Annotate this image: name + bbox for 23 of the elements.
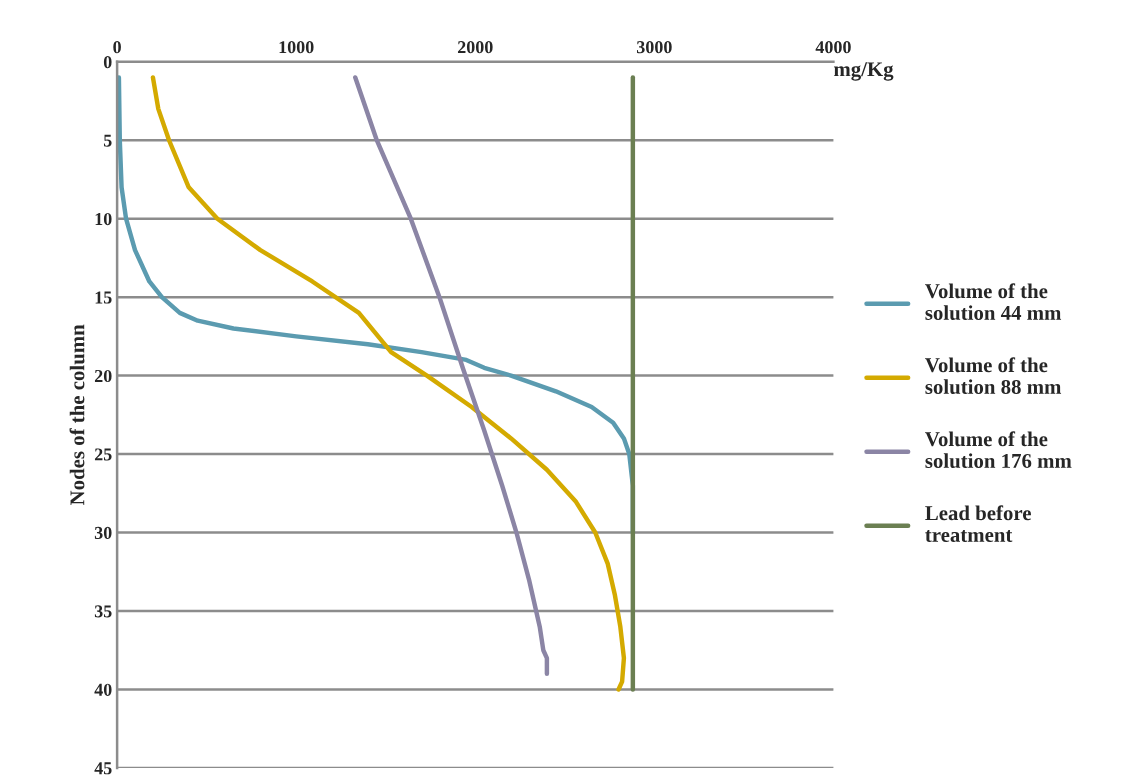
x-tick-label: 3000	[636, 41, 672, 54]
y-tick-label: 10	[95, 212, 112, 226]
y-tick-label: 25	[94, 448, 112, 461]
legend-label: Volume of the solution 176 mm	[925, 431, 1072, 469]
legend-label: Volume of the solution 44 mm	[925, 283, 1062, 320]
y-tick-label: 40	[94, 683, 112, 696]
y-tick-label: 15	[95, 291, 112, 304]
line-series	[353, 75, 550, 676]
x-axis-title: mg/Kg	[833, 62, 894, 81]
y-tick-label: 30	[94, 526, 112, 539]
y-tick-label: 5	[103, 134, 112, 147]
y-tick-label: 35	[94, 605, 112, 618]
x-tick-label: 2000	[457, 41, 493, 54]
line-series	[150, 75, 627, 692]
x-tick-label: 1000	[279, 41, 314, 54]
x-tick-label: 0	[113, 41, 121, 54]
y-axis-title: Nodes of the column	[69, 324, 85, 506]
legend-label: Lead before treatment	[925, 505, 1031, 542]
y-tick-label: 45	[94, 762, 112, 775]
y-tick-label: 20	[94, 369, 112, 383]
x-tick-label: 4000	[815, 41, 851, 54]
legend-label: Volume of the solution 88 mm	[925, 357, 1062, 394]
y-tick-label: 0	[103, 56, 112, 69]
